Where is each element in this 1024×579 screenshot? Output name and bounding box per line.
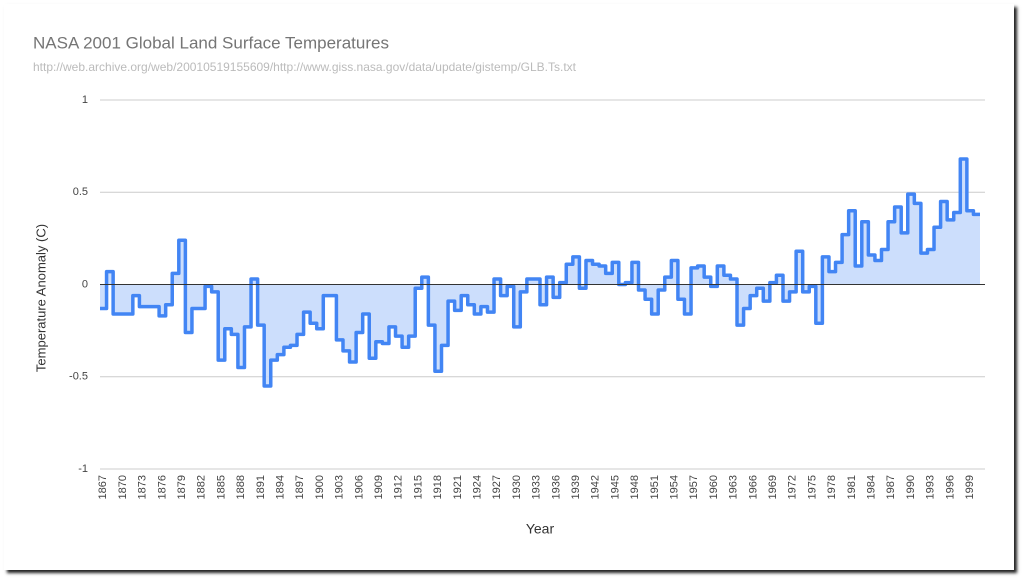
x-tick-label: 1903 bbox=[334, 475, 346, 499]
x-tick-label: 1987 bbox=[885, 475, 897, 499]
x-tick-label: 1930 bbox=[511, 475, 523, 499]
x-tick-label: 1879 bbox=[176, 475, 188, 499]
x-tick-label: 1885 bbox=[215, 475, 227, 499]
x-tick-label: 1999 bbox=[964, 475, 976, 499]
x-tick-label: 1951 bbox=[649, 475, 661, 499]
line bbox=[100, 157, 980, 388]
x-tick-label: 1891 bbox=[255, 475, 267, 499]
x-tick-label: 1996 bbox=[944, 475, 956, 499]
y-tick-label: 0 bbox=[82, 278, 88, 290]
x-axis-label: Year bbox=[526, 521, 555, 537]
x-tick-label: 1873 bbox=[137, 475, 149, 499]
x-tick-label: 1966 bbox=[747, 475, 759, 499]
x-tick-label: 1969 bbox=[767, 475, 779, 499]
x-tick-label: 1909 bbox=[373, 475, 385, 499]
x-tick-label: 1936 bbox=[550, 475, 562, 499]
y-axis-label: Temperature Anomaly (C) bbox=[33, 224, 48, 372]
x-tick-label: 1990 bbox=[905, 475, 917, 499]
x-tick-label: 1963 bbox=[728, 475, 740, 499]
chart-subtitle: http://web.archive.org/web/2001051915560… bbox=[33, 60, 577, 74]
y-tick-label: 1 bbox=[82, 94, 88, 106]
x-tick-label: 1867 bbox=[97, 475, 109, 499]
x-tick-label: 1945 bbox=[609, 475, 621, 499]
x-tick-label: 1915 bbox=[412, 475, 424, 499]
x-tick-label: 1960 bbox=[708, 475, 720, 499]
x-tick-label: 1984 bbox=[866, 475, 878, 499]
x-tick-label: 1894 bbox=[275, 475, 287, 499]
x-tick-label: 1972 bbox=[787, 475, 799, 499]
x-tick-label: 1876 bbox=[156, 475, 168, 499]
x-tick-label: 1981 bbox=[846, 475, 858, 499]
chart-title: NASA 2001 Global Land Surface Temperatur… bbox=[33, 33, 389, 52]
x-tick-label: 1882 bbox=[196, 475, 208, 499]
x-tick-label: 1993 bbox=[925, 475, 937, 499]
y-tick-label: -1 bbox=[78, 463, 88, 475]
x-tick-label: 1948 bbox=[629, 475, 641, 499]
x-tick-label: 1957 bbox=[688, 475, 700, 499]
y-tick-label: -0.5 bbox=[69, 371, 88, 383]
x-tick-label: 1870 bbox=[117, 475, 129, 499]
x-tick-label: 1888 bbox=[235, 475, 247, 499]
x-tick-label: 1918 bbox=[432, 475, 444, 499]
x-tick-label: 1975 bbox=[806, 475, 818, 499]
y-tick-label: 0.5 bbox=[73, 186, 88, 198]
x-tick-label: 1921 bbox=[452, 475, 464, 499]
area bbox=[100, 159, 980, 386]
x-tick-label: 1939 bbox=[570, 475, 582, 499]
x-tick-label: 1924 bbox=[472, 475, 484, 499]
x-tick-label: 1933 bbox=[531, 475, 543, 499]
x-tick-label: 1978 bbox=[826, 475, 838, 499]
x-tick-label: 1897 bbox=[294, 475, 306, 499]
x-tick-label: 1900 bbox=[314, 475, 326, 499]
x-tick-label: 1912 bbox=[393, 475, 405, 499]
x-tick-label: 1927 bbox=[491, 475, 503, 499]
x-tick-label: 1954 bbox=[669, 475, 681, 499]
x-tick-label: 1942 bbox=[590, 475, 602, 499]
x-tick-label: 1906 bbox=[353, 475, 365, 499]
